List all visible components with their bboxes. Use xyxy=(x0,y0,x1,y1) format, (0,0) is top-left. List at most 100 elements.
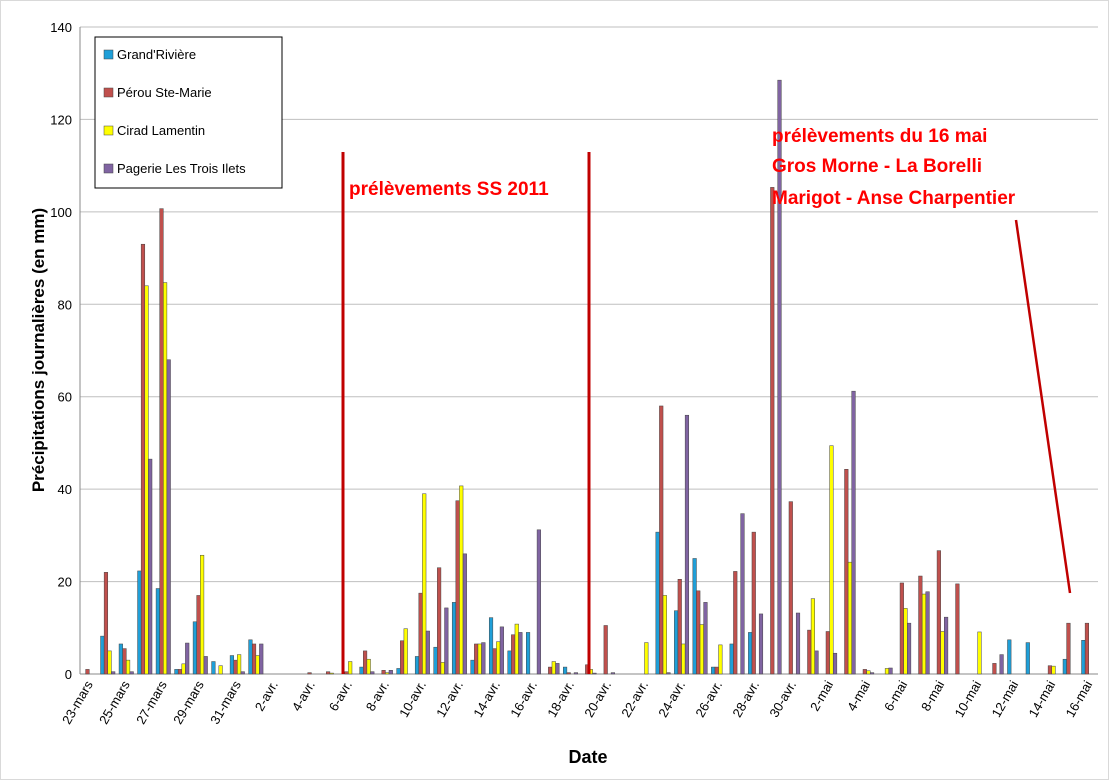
bar xyxy=(536,529,541,675)
bar xyxy=(329,672,334,675)
bar xyxy=(847,561,852,675)
bar xyxy=(810,598,815,675)
bar xyxy=(1051,665,1056,675)
bar xyxy=(677,579,682,675)
y-tick-label: 60 xyxy=(58,390,72,405)
bar xyxy=(229,655,234,675)
bar xyxy=(159,208,164,675)
bar xyxy=(163,282,168,675)
bar xyxy=(185,642,190,675)
bar xyxy=(248,639,253,675)
bar xyxy=(907,622,912,675)
bar xyxy=(451,602,457,675)
bar xyxy=(807,629,812,675)
bar xyxy=(85,669,90,675)
y-tick-label: 120 xyxy=(50,112,72,127)
bar xyxy=(192,621,197,675)
bar xyxy=(474,643,479,675)
annotation: Marigot - Anse Charpentier xyxy=(772,188,1016,209)
bar xyxy=(118,643,123,675)
bar xyxy=(999,654,1004,675)
bar xyxy=(573,672,578,675)
bar xyxy=(555,663,560,675)
bar xyxy=(385,672,390,675)
bar xyxy=(921,593,927,675)
y-tick-label: 40 xyxy=(58,482,72,497)
bar xyxy=(144,285,149,675)
bar xyxy=(103,572,109,675)
bar xyxy=(829,445,834,675)
bar xyxy=(326,671,331,675)
bar xyxy=(684,414,690,675)
bar xyxy=(862,669,867,675)
bar xyxy=(422,493,427,675)
bar xyxy=(440,662,445,675)
bar xyxy=(437,567,442,675)
bar xyxy=(851,390,856,675)
bar xyxy=(155,588,160,675)
bar xyxy=(714,666,719,675)
bar xyxy=(233,659,238,675)
bar xyxy=(251,643,257,675)
bar xyxy=(363,650,368,675)
annotation: prélèvements SS 2011 xyxy=(349,179,549,200)
bar xyxy=(740,513,745,675)
bar xyxy=(1066,622,1071,675)
bar xyxy=(148,458,153,675)
bar xyxy=(514,623,519,675)
bar xyxy=(674,610,679,675)
bar xyxy=(1007,639,1012,675)
bar xyxy=(844,469,849,675)
bar xyxy=(729,643,734,675)
bar xyxy=(196,595,201,675)
legend-swatch xyxy=(103,87,114,98)
bar xyxy=(211,661,216,675)
bar xyxy=(388,670,393,675)
bar xyxy=(955,583,960,675)
bar xyxy=(551,661,556,675)
bar xyxy=(692,558,697,675)
bar xyxy=(400,640,405,675)
bar xyxy=(174,669,179,675)
bar xyxy=(481,642,486,675)
legend-label: Cirad Lamentin xyxy=(117,123,205,138)
bar xyxy=(899,582,904,675)
bar xyxy=(1047,665,1052,675)
bar xyxy=(925,591,930,675)
annotation: Gros Morne - La Borelli xyxy=(772,156,982,177)
bar xyxy=(218,665,223,675)
legend-swatch xyxy=(103,125,114,136)
bar xyxy=(307,672,312,675)
bar xyxy=(944,616,949,675)
bar xyxy=(477,643,482,675)
bar xyxy=(788,501,793,675)
y-tick-label: 140 xyxy=(50,20,72,35)
bar xyxy=(100,635,105,675)
bar xyxy=(662,595,667,675)
bar xyxy=(1025,642,1030,675)
bar xyxy=(403,628,408,675)
bar xyxy=(655,531,660,675)
bar xyxy=(462,553,467,675)
bar xyxy=(918,575,923,675)
legend-box xyxy=(94,36,283,189)
bar xyxy=(259,643,264,675)
bar xyxy=(425,630,430,675)
bar xyxy=(644,642,649,675)
bar xyxy=(758,613,764,675)
bar xyxy=(1084,622,1089,675)
legend-swatch xyxy=(103,49,114,60)
bar xyxy=(566,672,571,675)
bar xyxy=(699,624,704,675)
bar xyxy=(592,672,597,675)
bar xyxy=(137,570,142,675)
bar xyxy=(733,571,738,675)
bar xyxy=(122,648,127,675)
bar xyxy=(770,187,775,675)
annotation-arrow xyxy=(1014,219,1072,594)
y-tick-label: 0 xyxy=(65,667,72,682)
bar xyxy=(696,590,701,675)
bar xyxy=(884,668,890,675)
legend-swatch xyxy=(103,163,114,174)
